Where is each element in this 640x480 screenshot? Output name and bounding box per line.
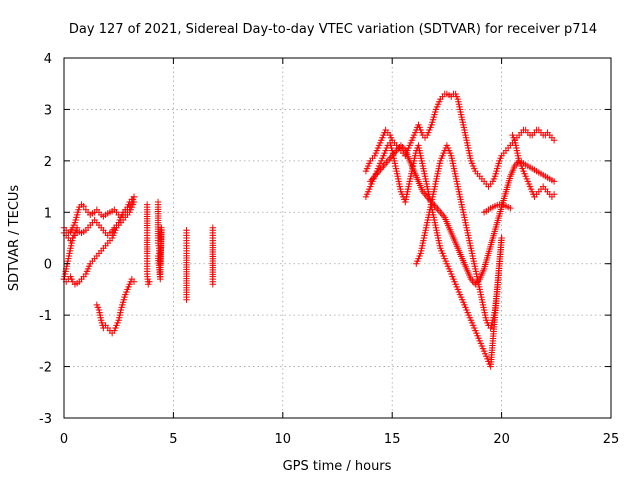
x-tick-label: 25 bbox=[603, 432, 620, 447]
tick-labels: 0 5 10 15 20 25 -3 -2 -1 0 1 2 3 4 bbox=[39, 52, 619, 447]
chart-title: Day 127 of 2021, Sidereal Day-to-day VTE… bbox=[69, 22, 597, 37]
y-tick-label: 2 bbox=[44, 155, 52, 170]
data-point bbox=[209, 281, 216, 288]
plot-frame bbox=[63, 57, 612, 419]
data-point bbox=[383, 159, 390, 166]
x-tick-label: 10 bbox=[275, 432, 292, 447]
y-tick-label: -3 bbox=[39, 412, 52, 427]
series-arc-1e bbox=[93, 275, 138, 337]
data-point bbox=[434, 205, 441, 213]
data-point bbox=[384, 157, 392, 165]
data-point bbox=[550, 191, 558, 198]
y-tick-label: -2 bbox=[39, 361, 52, 376]
x-axis-label: GPS time / hours bbox=[283, 459, 392, 474]
x-tick-label: 15 bbox=[384, 432, 401, 447]
series-arc-4b bbox=[362, 139, 505, 370]
data-point bbox=[80, 202, 87, 210]
series-arc-2 bbox=[143, 198, 165, 288]
data-point bbox=[183, 296, 190, 303]
data-point bbox=[399, 143, 406, 151]
data-point bbox=[498, 234, 505, 242]
data-point bbox=[146, 278, 153, 285]
series-arc-4a bbox=[362, 90, 558, 190]
x-tick-label: 5 bbox=[169, 432, 177, 447]
data-point bbox=[130, 198, 138, 206]
data-point bbox=[73, 224, 81, 231]
series-arc-3 bbox=[183, 224, 216, 303]
data-point bbox=[386, 155, 393, 163]
data-points bbox=[60, 90, 558, 370]
y-tick-label: 1 bbox=[44, 206, 52, 221]
data-point bbox=[437, 209, 444, 216]
data-point bbox=[550, 137, 558, 144]
y-tick-label: 0 bbox=[44, 258, 52, 273]
data-point bbox=[394, 145, 402, 153]
axis-ticks bbox=[63, 57, 612, 419]
series-arc-4f bbox=[480, 201, 514, 216]
x-tick-label: 20 bbox=[493, 432, 510, 447]
data-point bbox=[507, 204, 514, 212]
data-point bbox=[130, 278, 138, 285]
data-point bbox=[154, 252, 162, 260]
data-point bbox=[390, 150, 397, 158]
data-point bbox=[438, 210, 445, 218]
y-tick-label: -1 bbox=[39, 309, 52, 324]
series-arc-1c bbox=[60, 198, 138, 288]
grid bbox=[64, 58, 611, 418]
y-tick-label: 3 bbox=[44, 103, 52, 118]
series-arc-4e bbox=[509, 131, 558, 201]
y-tick-label: 4 bbox=[44, 52, 52, 67]
data-point bbox=[381, 161, 389, 168]
y-axis-label: SDTVAR / TECUs bbox=[7, 185, 22, 292]
data-point bbox=[435, 207, 443, 214]
series-arc-4d bbox=[413, 142, 505, 332]
data-point bbox=[550, 178, 558, 185]
x-tick-label: 0 bbox=[60, 432, 68, 447]
